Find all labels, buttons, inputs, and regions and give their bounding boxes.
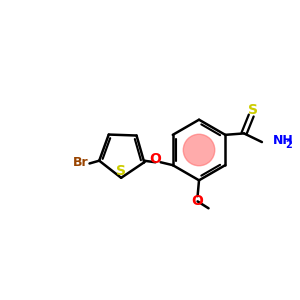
- Text: S: S: [248, 103, 258, 117]
- Text: Br: Br: [72, 156, 88, 170]
- Text: NH: NH: [273, 134, 294, 147]
- Text: O: O: [192, 194, 203, 208]
- Circle shape: [183, 134, 215, 166]
- Text: S: S: [116, 164, 126, 178]
- Text: O: O: [149, 152, 161, 167]
- Text: 2: 2: [285, 140, 292, 150]
